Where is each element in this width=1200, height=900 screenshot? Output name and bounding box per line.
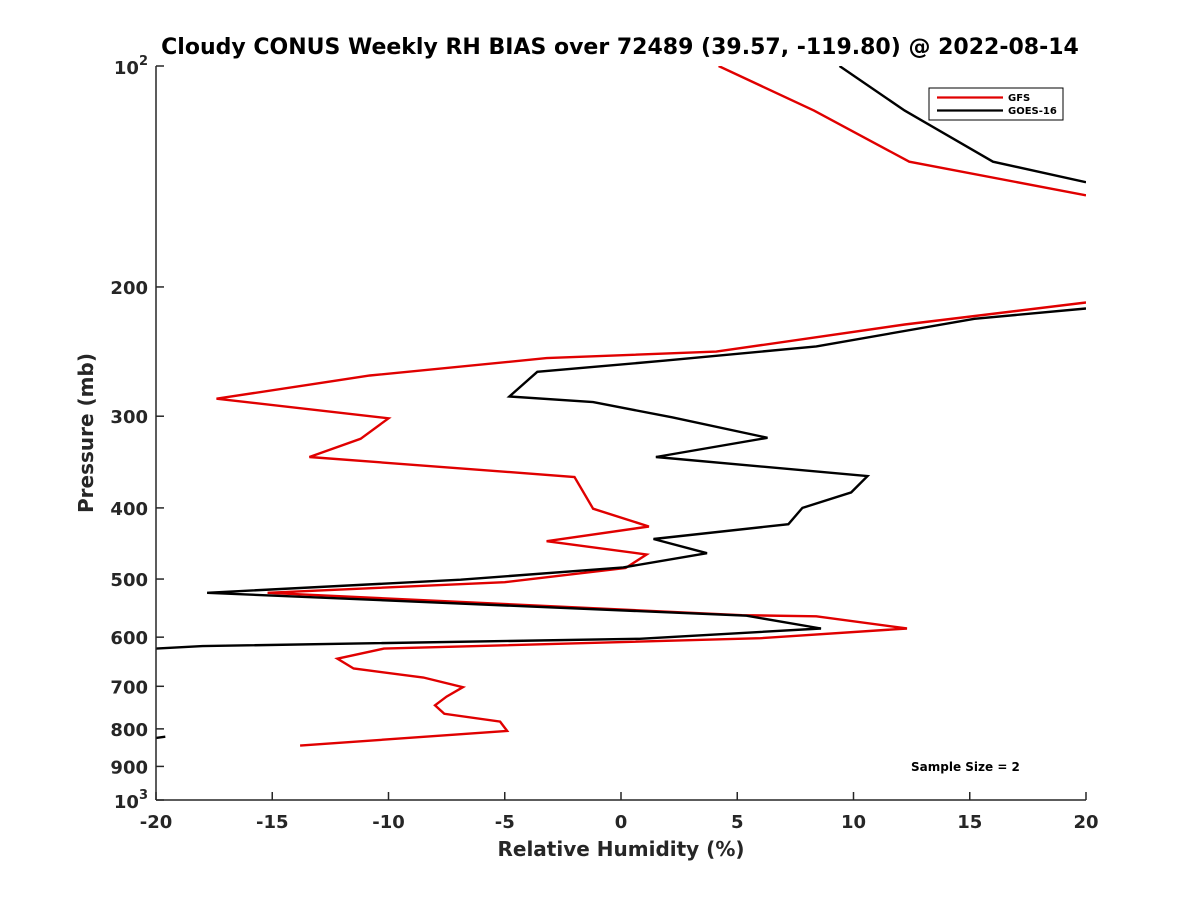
x-tick-label: 20 bbox=[1073, 812, 1098, 833]
x-tick-label: 15 bbox=[957, 812, 982, 833]
x-tick-labels: -20 -15 -10 -5 0 5 10 15 20 bbox=[140, 812, 1099, 833]
y-tick-label: 500 bbox=[110, 570, 148, 591]
axes bbox=[155, 65, 1087, 801]
y-tick-label-power: 102 bbox=[114, 54, 148, 79]
y-tick-labels: 200 300 400 500 600 700 800 900 102 103 bbox=[110, 54, 148, 813]
legend-label-goes16: GOES-16 bbox=[1008, 106, 1057, 117]
x-tick-label: 5 bbox=[731, 812, 744, 833]
series-line-goes16-segment-1 bbox=[838, 66, 1086, 184]
y-axis-label: Pressure (mb) bbox=[74, 353, 98, 513]
x-tick-label: -15 bbox=[256, 812, 289, 833]
y-tick-label: 200 bbox=[110, 278, 148, 299]
series-line-gfs-segment-1 bbox=[718, 66, 1086, 197]
y-tick-label: 300 bbox=[110, 407, 148, 428]
series-line-goes16-segment-2 bbox=[156, 307, 1086, 650]
y-tick-label: 400 bbox=[110, 499, 148, 520]
series-layer bbox=[156, 66, 1086, 747]
series-line-goes16-segment-3 bbox=[156, 735, 166, 740]
chart-title: Cloudy CONUS Weekly RH BIAS over 72489 (… bbox=[161, 35, 1079, 60]
x-tick-label: -20 bbox=[140, 812, 173, 833]
y-tick-label-power: 103 bbox=[114, 788, 148, 813]
x-tick-label: -10 bbox=[372, 812, 405, 833]
x-tick-label: 0 bbox=[615, 812, 628, 833]
sample-size-annotation: Sample Size = 2 bbox=[911, 760, 1020, 774]
series-line-gfs-segment-2 bbox=[216, 301, 1086, 747]
legend: GFS GOES-16 bbox=[928, 87, 1064, 121]
y-tick-label: 900 bbox=[110, 757, 148, 778]
x-tick-label: -5 bbox=[495, 812, 515, 833]
y-tick-label: 600 bbox=[110, 628, 148, 649]
legend-box bbox=[928, 87, 1064, 121]
y-tick-label: 800 bbox=[110, 720, 148, 741]
x-axis-label: Relative Humidity (%) bbox=[497, 837, 744, 861]
x-tick-label: 10 bbox=[841, 812, 866, 833]
y-tick-label: 700 bbox=[110, 677, 148, 698]
legend-label-gfs: GFS bbox=[1008, 93, 1030, 104]
